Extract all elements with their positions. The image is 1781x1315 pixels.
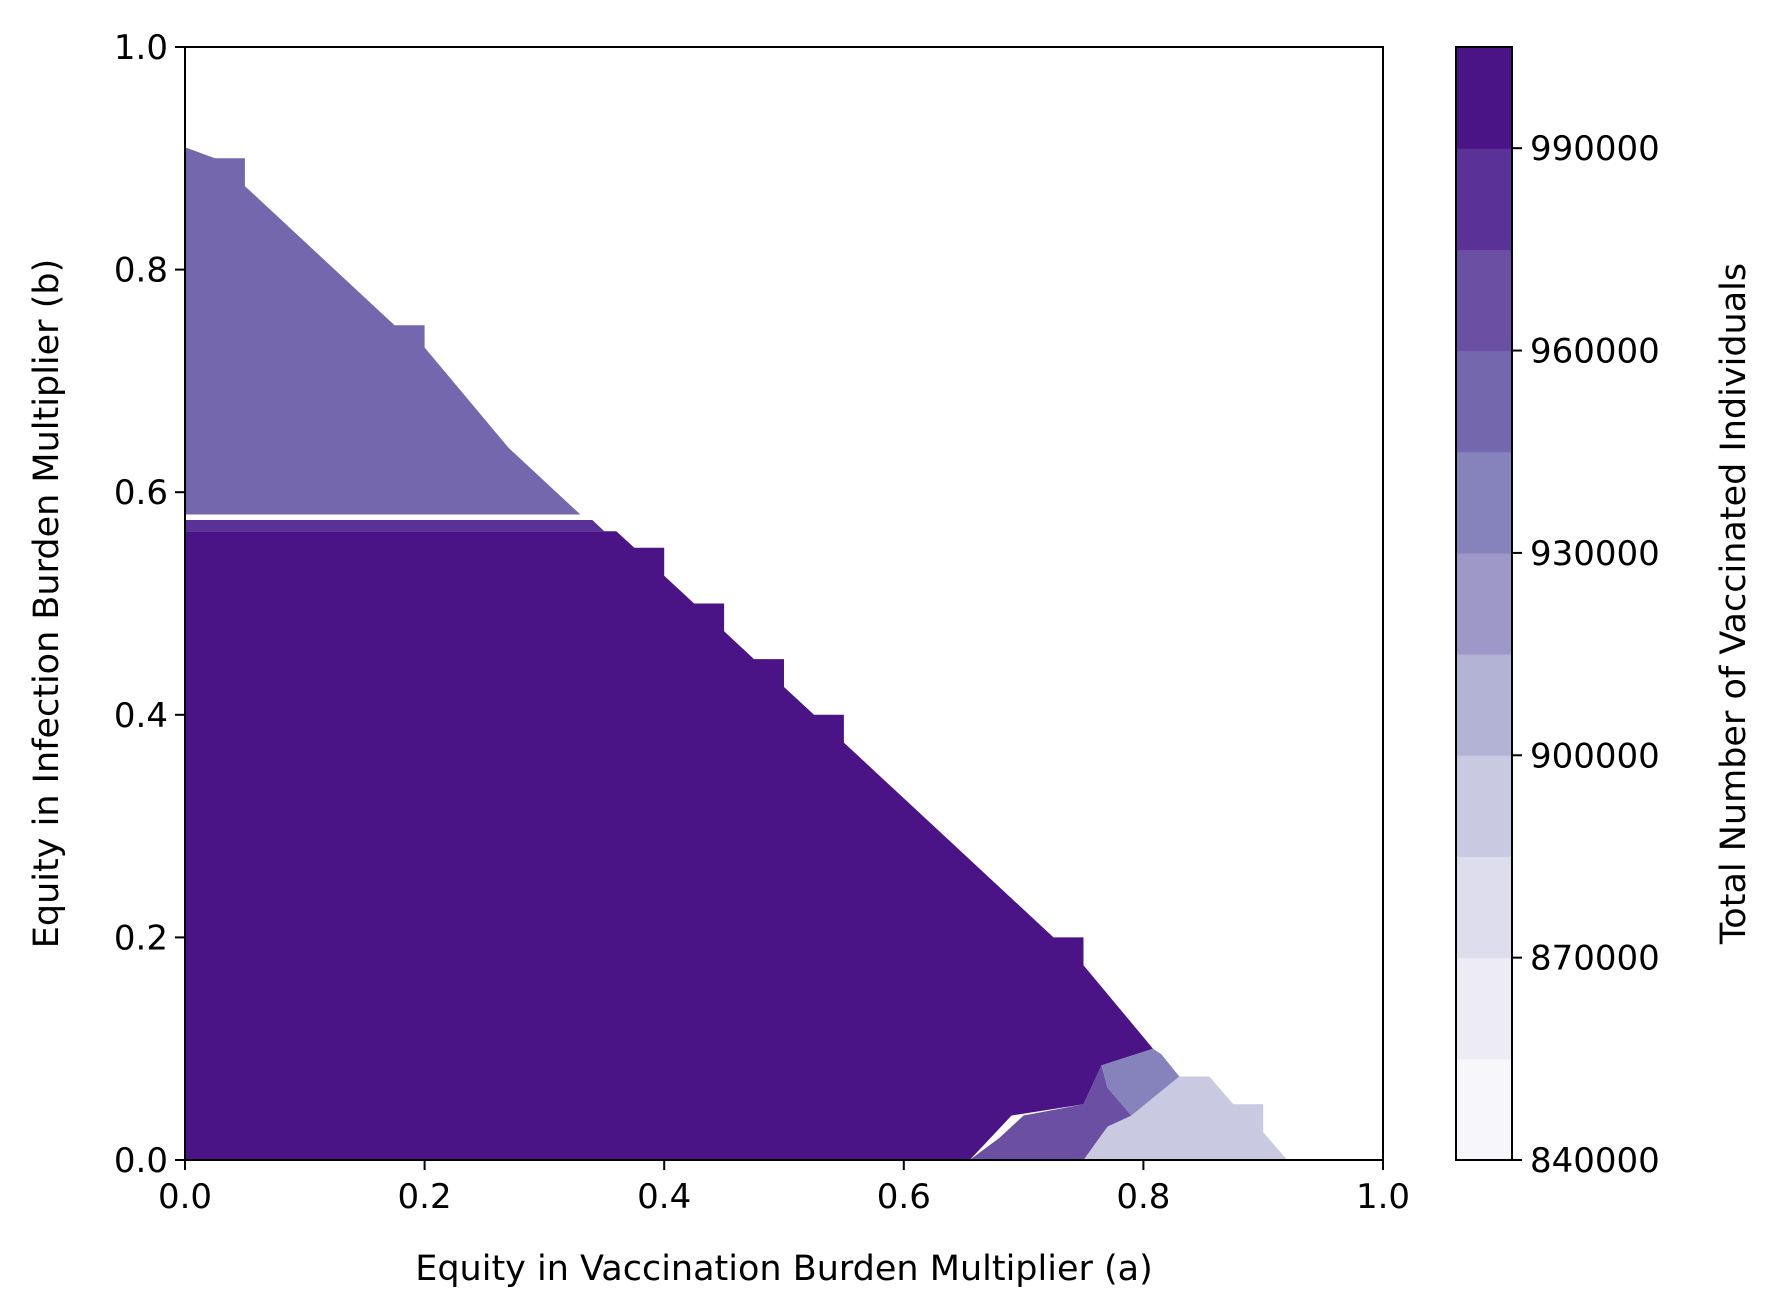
heatmap-region-5 [1101, 1048, 1180, 1116]
colorbar-band [1456, 654, 1512, 756]
heatmap-region-4 [969, 1065, 1132, 1160]
colorbar-band [1456, 451, 1512, 554]
colorbar-band [1456, 552, 1512, 655]
heatmap-region-1 [185, 520, 605, 532]
y-axis-ticks: 0.0 0.2 0.4 0.6 0.8 1.0 [114, 28, 185, 1181]
colorbar-band [1456, 957, 1512, 1060]
colorbar-ticks: 840000 870000 900000 930000 960000 990000 [1512, 129, 1660, 1181]
x-axis-ticks: 0.0 0.2 0.4 0.6 0.8 1.0 [158, 1160, 1410, 1217]
colorbar-tick-label: 990000 [1530, 129, 1660, 169]
x-tick-label: 0.0 [158, 1177, 212, 1217]
y-tick-label: 0.4 [114, 696, 168, 736]
plot-frame [184, 46, 1384, 1161]
y-tick-label: 1.0 [114, 28, 168, 68]
y-axis-label: Equity in Infection Burden Multiplier (b… [27, 259, 67, 948]
colorbar [1455, 46, 1513, 1161]
colorbar-band [1456, 148, 1512, 250]
x-tick-label: 0.6 [877, 1177, 931, 1217]
colorbar-label: Total Number of Vaccinated Individuals [1714, 263, 1754, 945]
x-axis-label: Equity in Vaccination Burden Multiplier … [415, 1249, 1153, 1289]
y-tick-label: 0.6 [114, 473, 168, 513]
colorbar-band [1456, 47, 1512, 149]
colorbar-band [1456, 856, 1512, 959]
colorbar-band [1456, 350, 1512, 453]
y-tick-label: 0.8 [114, 251, 168, 291]
x-tick-label: 0.2 [398, 1177, 452, 1217]
colorbar-tick-label: 900000 [1530, 736, 1660, 776]
heatmap-region-3 [1083, 1076, 1288, 1160]
colorbar-band [1456, 1058, 1512, 1161]
x-tick-label: 1.0 [1356, 1177, 1410, 1217]
heatmap-region-0 [185, 147, 581, 515]
heatmap-region-2 [185, 531, 1153, 1160]
colorbar-tick-label: 840000 [1530, 1141, 1660, 1181]
x-tick-label: 0.4 [637, 1177, 691, 1217]
colorbar-tick-label: 960000 [1530, 332, 1660, 372]
colorbar-tick-label: 930000 [1530, 534, 1660, 574]
colorbar-band [1456, 755, 1512, 857]
x-tick-label: 0.8 [1116, 1177, 1170, 1217]
heatmap-regions [185, 147, 1288, 1160]
colorbar-tick-label: 870000 [1530, 939, 1660, 979]
y-tick-label: 0.0 [114, 1141, 168, 1181]
colorbar-frame [1455, 46, 1513, 1161]
colorbar-band [1456, 249, 1512, 352]
y-tick-label: 0.2 [114, 918, 168, 958]
